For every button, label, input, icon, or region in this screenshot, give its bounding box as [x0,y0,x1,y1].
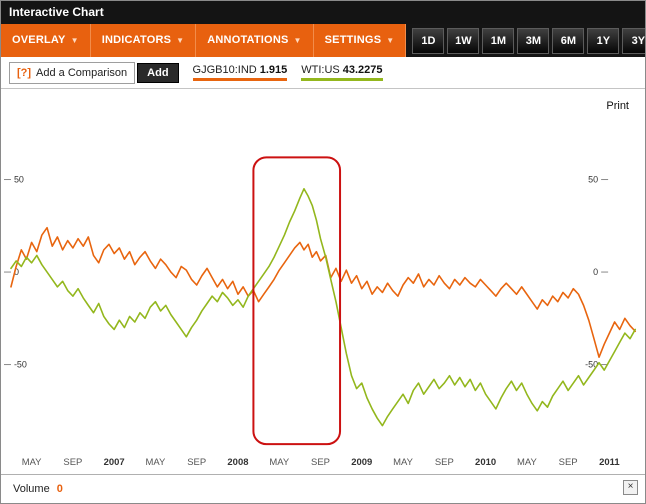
x-axis-label: 2010 [475,457,496,468]
toolbar: OVERLAY ▼ INDICATORS ▼ ANNOTATIONS ▼ SETTIN… [1,24,645,57]
x-axis-label: SEP [435,457,454,468]
x-axis-label: MAY [269,457,289,468]
x-axis-label: MAY [22,457,42,468]
legend-value: 1.915 [259,64,288,76]
x-axis-label: SEP [187,457,206,468]
x-axis-label: SEP [63,457,82,468]
x-axis-label: SEP [559,457,578,468]
x-axis-label: 2009 [351,457,372,468]
menu-annotations-label: ANNOTATIONS [207,34,289,46]
x-axis-label: 2011 [599,457,620,468]
range-button-3m[interactable]: 3M [517,27,550,54]
add-comparison-button[interactable]: Add [137,62,179,83]
menu-settings[interactable]: SETTINGS ▼ [314,24,407,57]
legend-item-gjgb10: GJGB10:IND 1.915 [192,64,288,81]
legend-swatch [301,78,383,81]
legend-name: GJGB10:IND [192,64,257,76]
dropdown-menu-group: OVERLAY ▼ INDICATORS ▼ ANNOTATIONS ▼ SETTIN… [1,24,407,57]
series-line-wti-us [10,187,637,427]
x-axis-label: SEP [311,457,330,468]
menu-indicators-label: INDICATORS [101,34,172,46]
range-button-3y[interactable]: 3Y [622,27,645,54]
menu-overlay[interactable]: OVERLAY ▼ [1,24,91,57]
caret-down-icon: ▼ [70,36,79,45]
y-axis-label-right: 50 [588,175,598,185]
series-line-gjgb10-ind [10,226,637,359]
window-title: Interactive Chart [1,1,645,24]
y-axis-label-right: -50 [585,360,598,370]
y-axis-label-right: 0 [593,267,598,277]
legend-name: WTI:US [301,64,340,76]
legend-swatch [192,78,288,81]
menu-annotations[interactable]: ANNOTATIONS ▼ [196,24,314,57]
menu-indicators[interactable]: INDICATORS ▼ [91,24,197,57]
annotation-box[interactable] [252,156,342,446]
volume-value: 0 [56,483,63,495]
legend-value: 43.2275 [342,64,383,76]
y-axis-label-left: 0 [14,267,19,277]
chart-area: 50 50 0 0 -50 -50 MAY SEP 2007 MAY SEP 2008 MAY SEP 20… [1,89,645,474]
menu-overlay-label: OVERLAY [12,34,66,46]
y-axis-label-left: -50 [14,360,27,370]
range-button-1w[interactable]: 1W [447,27,480,54]
volume-label: Volume [13,483,50,495]
x-axis-label: MAY [146,457,166,468]
y-axis-label-left: 50 [14,175,24,185]
caret-down-icon: ▼ [386,36,395,45]
comparison-legend-row: [?] Add a Comparison Add GJGB10:IND 1.915… [1,57,645,89]
caret-down-icon: ▼ [176,36,185,45]
help-icon[interactable]: [?] [17,66,32,79]
x-axis-label: MAY [517,457,537,468]
legend-item-wti: WTI:US 43.2275 [301,64,383,81]
price-chart-canvas[interactable]: 50 50 0 0 -50 -50 MAY SEP 2007 MAY SEP 2008 MAY SEP 20… [1,89,645,474]
range-button-group: 1D 1W 1M 3M 6M 1Y 3Y 5Y YTD [406,24,645,57]
range-button-6m[interactable]: 6M [552,27,585,54]
caret-down-icon: ▼ [293,36,302,45]
x-axis-label: MAY [393,457,413,468]
menu-settings-label: SETTINGS [324,34,382,46]
add-comparison-label: Add a Comparison [36,66,128,79]
range-button-1m[interactable]: 1M [482,27,515,54]
volume-row: Volume 0 × [1,474,645,503]
x-axis-label: 2008 [227,457,248,468]
x-axis-label: 2007 [104,457,125,468]
print-link[interactable]: Print [606,100,629,112]
range-button-1y[interactable]: 1Y [587,27,620,54]
range-button-1d[interactable]: 1D [412,27,445,54]
add-comparison-box[interactable]: [?] Add a Comparison [9,61,136,84]
close-icon[interactable]: × [623,480,638,495]
